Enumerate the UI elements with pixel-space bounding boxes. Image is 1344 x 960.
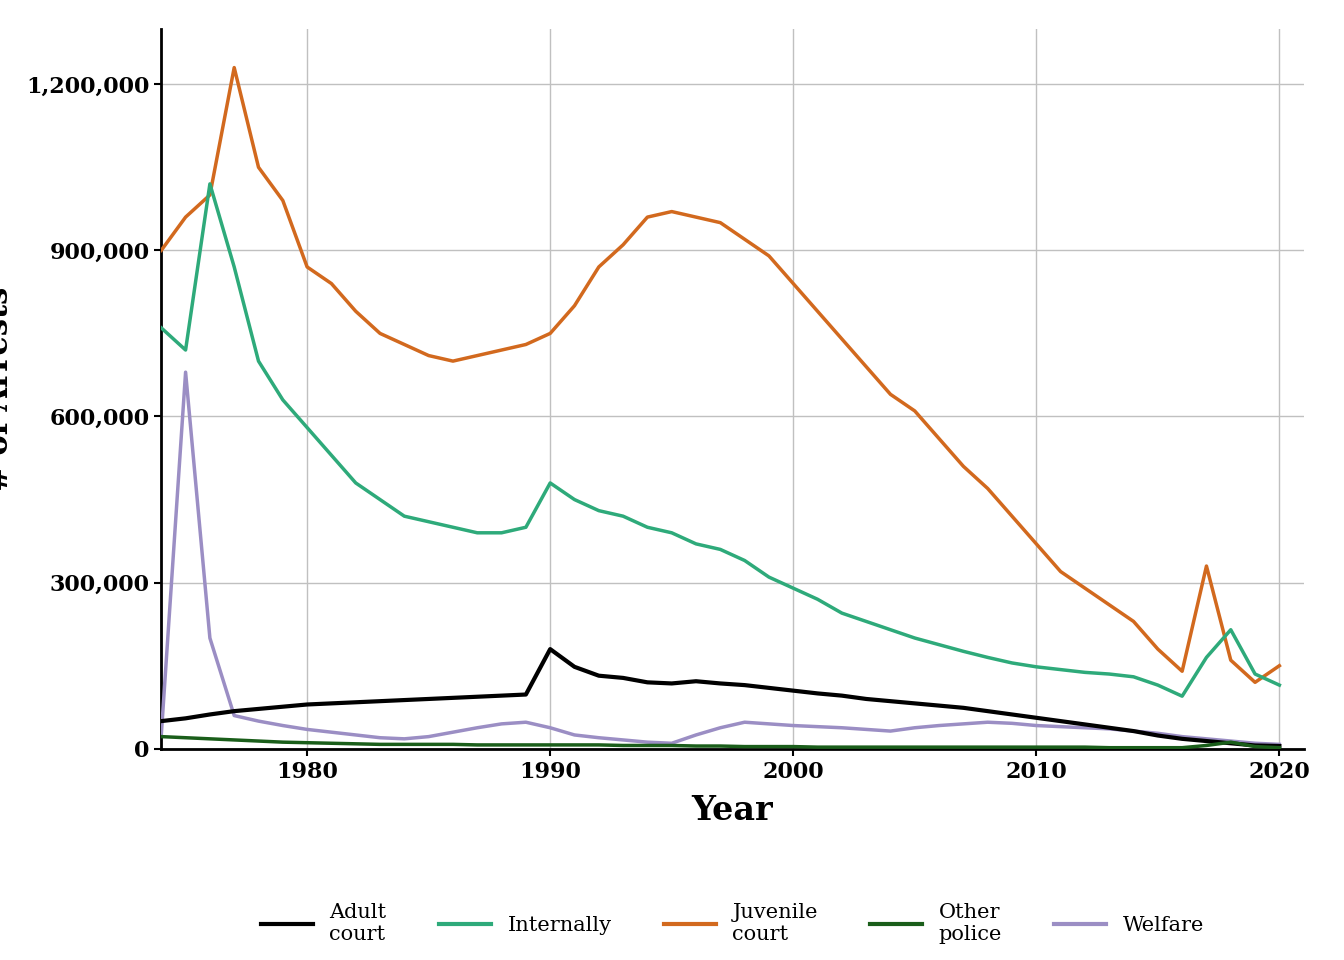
Y-axis label: # of Arrests: # of Arrests [0, 287, 15, 491]
X-axis label: Year: Year [692, 794, 773, 827]
Legend: Adult
court, Internally, Juvenile
court, Other
police, Welfare: Adult court, Internally, Juvenile court,… [261, 903, 1204, 945]
